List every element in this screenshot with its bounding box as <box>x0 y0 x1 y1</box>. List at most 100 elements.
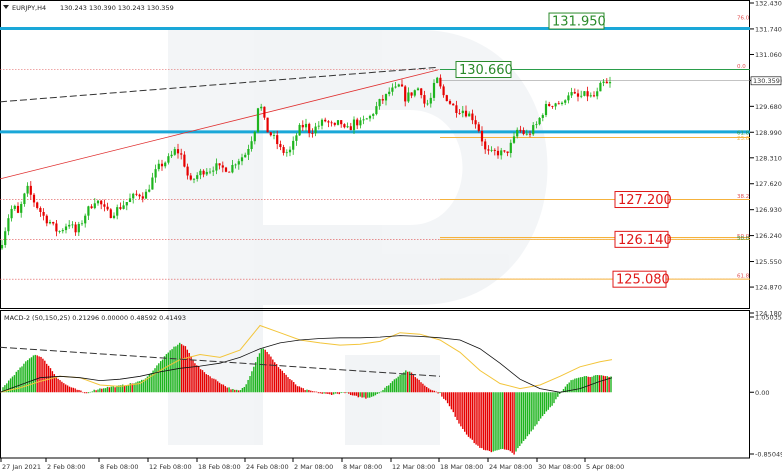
level-label-box <box>455 61 512 79</box>
macd-histogram-bar <box>395 378 397 393</box>
candle-body <box>544 103 548 116</box>
macd-histogram-bar <box>103 388 105 393</box>
candle-body <box>308 123 311 134</box>
macd-histogram-bar <box>416 378 418 393</box>
macd-histogram-bar <box>6 383 8 393</box>
candle-body <box>477 124 480 131</box>
candle-body <box>196 175 199 179</box>
candle-body <box>154 169 157 178</box>
candle-body <box>192 178 196 180</box>
macd-histogram-bar <box>40 356 42 393</box>
macd-histogram-bar <box>224 386 226 393</box>
dropdown-triangle-icon[interactable] <box>3 5 9 9</box>
macd-histogram-bar <box>602 375 605 393</box>
candle-body <box>112 215 116 218</box>
macd-histogram-bar <box>399 374 401 393</box>
fib-percent-label: 50.0 <box>737 236 750 242</box>
macd-histogram-bar <box>386 385 388 393</box>
current-price-box <box>750 76 782 86</box>
macd-histogram-bar <box>220 384 223 393</box>
macd-histogram-bar <box>74 388 76 393</box>
candle-body <box>340 120 343 125</box>
macd-histogram-bar <box>91 391 93 393</box>
candle-body <box>599 82 602 92</box>
candle-body <box>404 86 407 102</box>
candle-body <box>362 119 365 121</box>
candle-body <box>442 86 445 96</box>
macd-histogram-bar <box>562 389 565 393</box>
price-tick-label: 126.240 <box>755 232 782 240</box>
macd-histogram-bar <box>46 363 48 393</box>
macd-histogram-bar <box>304 390 306 393</box>
macd-histogram-bar <box>522 392 525 441</box>
macd-histogram-bar <box>139 381 141 393</box>
candle-body <box>336 120 340 125</box>
candle-body <box>327 121 330 123</box>
candle-body <box>228 171 231 173</box>
time-tick-label: 12 Feb 08:00 <box>149 463 192 471</box>
macd-signal-line-yellow <box>0 324 613 393</box>
candle-body <box>125 202 128 206</box>
candle-body <box>381 99 384 101</box>
macd-histogram-bar <box>171 349 173 393</box>
candlesticks <box>0 74 612 250</box>
candle-body <box>295 135 298 141</box>
macd-tick-label: 1.05035 <box>755 314 782 322</box>
candle-body <box>436 77 439 83</box>
macd-histogram-bar <box>374 392 377 396</box>
current-price-label: 130.359 <box>753 77 780 85</box>
macd-histogram-bar <box>256 356 259 393</box>
macd-histogram-bar <box>194 363 196 393</box>
macd-histogram-bar <box>59 380 61 393</box>
macd-histogram-bar <box>289 379 291 393</box>
macd-histogram-bar <box>247 379 249 393</box>
time-tick-label: 18 Mar 08:00 <box>440 463 483 471</box>
candle-body <box>423 95 426 104</box>
candle-body <box>208 171 212 173</box>
macd-histogram-bar <box>133 383 135 393</box>
candle-body <box>365 118 368 120</box>
macd-histogram-bar <box>382 390 384 393</box>
macd-histogram-bar <box>226 387 228 393</box>
candle-body <box>410 92 413 96</box>
level-label-box <box>614 230 669 248</box>
macd-histogram-bar <box>424 385 426 393</box>
macd-histogram-bar <box>266 351 268 393</box>
macd-histogram-bar <box>325 392 327 394</box>
macd-histogram-bar <box>331 392 333 395</box>
macd-histogram-bar <box>507 392 510 451</box>
macd-histogram-bar <box>148 374 150 393</box>
time-tick-label: 27 Jan 2021 <box>2 463 41 471</box>
candle-body <box>256 108 260 132</box>
macd-histogram-bar <box>137 381 139 393</box>
macd-histogram-bar <box>17 370 19 393</box>
candle-body <box>391 87 394 92</box>
macd-histogram-bar <box>405 370 407 393</box>
candle-body <box>266 117 269 133</box>
level-labels: 131.950 130.660 127.200 126.140 125.080 <box>455 12 672 288</box>
macd-histogram-bar <box>310 390 312 393</box>
candle-body <box>276 135 279 145</box>
candle-body <box>93 203 96 209</box>
candle-body <box>320 119 324 126</box>
macd-histogram-bar <box>27 360 29 393</box>
candle-body <box>141 196 144 199</box>
macd-histogram-bar <box>342 392 344 393</box>
macd-histogram-bar <box>21 366 23 393</box>
macd-histogram-bar <box>211 378 213 393</box>
macd-histogram-bar <box>122 384 124 393</box>
level-label-text: 126.140 <box>618 233 672 248</box>
candle-body <box>480 130 484 142</box>
candle-body <box>160 163 164 167</box>
candle-body <box>509 142 512 154</box>
macd-histogram-bar <box>163 356 166 393</box>
macd-histogram-bar <box>239 390 242 393</box>
macd-histogram-bar <box>570 380 572 393</box>
price-tick-label: 128.310 <box>755 154 782 162</box>
macd-histogram-bar <box>228 387 230 393</box>
macd-histogram-bar <box>549 392 551 408</box>
macd-label: MACD-2 (50,150,25) 0.21296 0.00000 0.485… <box>4 314 186 322</box>
candle-body <box>96 200 100 204</box>
candle-body <box>32 194 36 203</box>
